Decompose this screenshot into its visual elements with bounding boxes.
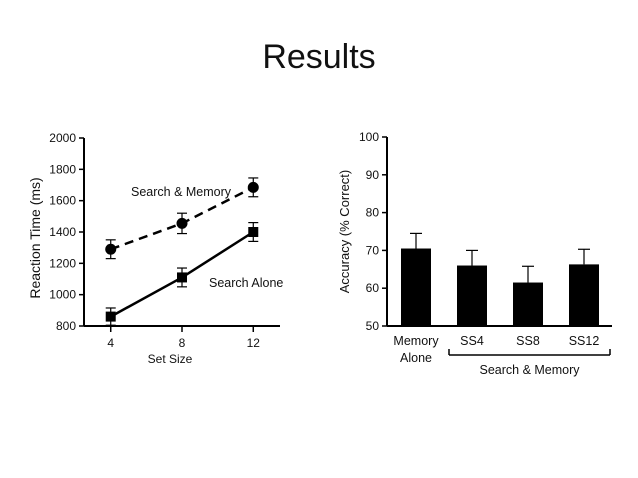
left-y-tick-label: 1800 xyxy=(49,162,76,176)
right-y-tick-label: 80 xyxy=(366,206,380,220)
left-y-tick-label: 800 xyxy=(56,319,76,333)
bar-category-label: SS4 xyxy=(460,334,484,348)
left-x-tick-label: 4 xyxy=(107,336,114,350)
series-label-search-alone: Search Alone xyxy=(209,276,283,290)
right-y-tick-label: 50 xyxy=(366,319,380,333)
series-label-search-memory: Search & Memory xyxy=(131,185,232,199)
right-y-tick-label: 60 xyxy=(366,281,380,295)
data-point-circle xyxy=(247,181,259,193)
bar-category-label: Memory xyxy=(393,334,439,348)
left-y-tick-label: 1600 xyxy=(49,194,76,208)
left-y-tick-label: 2000 xyxy=(49,131,76,145)
data-point-square xyxy=(248,227,259,237)
left-y-tick-label: 1000 xyxy=(49,288,76,302)
bar-category-label: SS12 xyxy=(569,334,600,348)
left-x-tick-label: 12 xyxy=(247,336,261,350)
bar xyxy=(457,265,487,326)
right-y-tick-label: 70 xyxy=(366,243,380,257)
data-point-square xyxy=(177,272,187,283)
bar-category-label: SS8 xyxy=(516,334,540,348)
group-label: Search & Memory xyxy=(479,363,580,377)
left-y-axis-label: Reaction Time (ms) xyxy=(27,177,43,298)
left-x-tick-label: 8 xyxy=(179,336,186,350)
bar xyxy=(569,264,599,326)
right-y-axis-label: Accuracy (% Correct) xyxy=(337,170,352,294)
bar-category-label: Alone xyxy=(400,351,432,365)
data-point-circle xyxy=(176,217,188,229)
data-point-circle xyxy=(105,243,117,255)
bar xyxy=(401,248,431,326)
left-y-tick-label: 1400 xyxy=(49,225,76,239)
bar xyxy=(513,282,543,326)
slide-title: Results xyxy=(262,38,376,76)
left-y-tick-label: 1200 xyxy=(49,256,76,270)
right-y-tick-label: 90 xyxy=(366,168,380,182)
left-x-axis-label: Set Size xyxy=(148,352,193,366)
right-y-tick-label: 100 xyxy=(359,130,379,144)
data-point-square xyxy=(105,311,116,322)
